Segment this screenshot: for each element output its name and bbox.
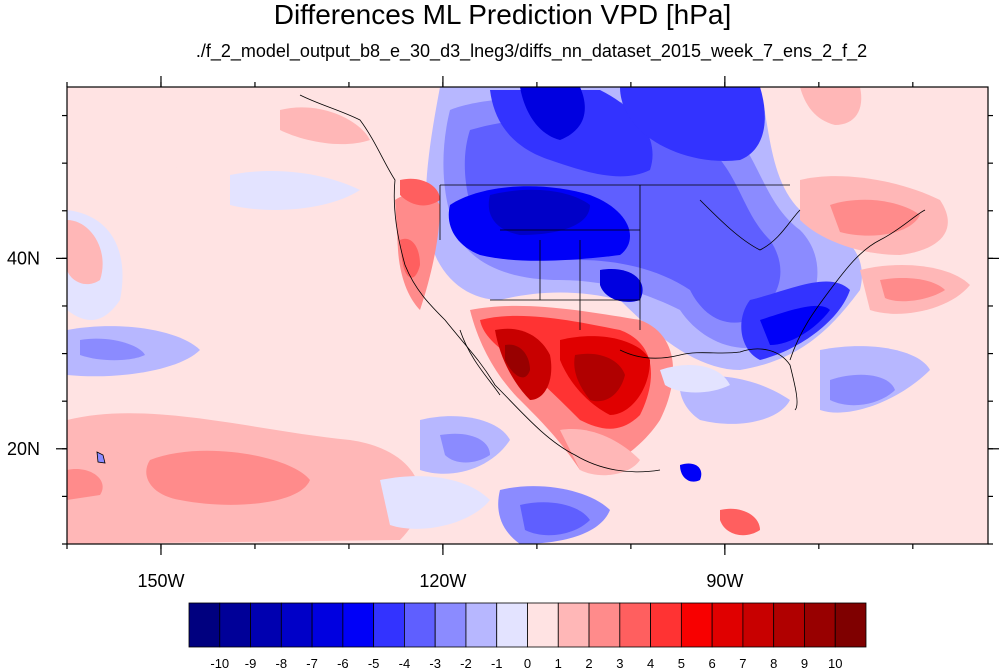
- colorbar-label: 4: [647, 656, 654, 671]
- lat-tick-label: 40N: [7, 248, 40, 268]
- colorbar-swatch: [373, 602, 405, 648]
- vpd-difference-field: [67, 87, 988, 544]
- colorbar-swatch: [834, 602, 867, 648]
- colorbar-labels: -10 -9 -8 -7 -6 -5 -4 -3 -2 -1 0 1 2 3 4 5 6 7 8 9 10: [210, 656, 842, 671]
- colorbar-swatch: [527, 602, 559, 648]
- colorbar-swatch: [711, 602, 744, 648]
- colorbar-label: -1: [491, 656, 503, 671]
- colorbar-label: 1: [555, 656, 562, 671]
- main-title: Differences ML Prediction VPD [hPa]: [273, 0, 732, 30]
- subtitle: ./f_2_model_output_b8_e_30_d3_lneg3/diff…: [195, 41, 868, 61]
- axis-ticks: [56, 76, 999, 555]
- colorbar-label: 3: [616, 656, 623, 671]
- colorbar-label: -10: [210, 656, 229, 671]
- colorbar-label: 8: [770, 656, 777, 671]
- colorbar-swatch: [557, 602, 590, 648]
- colorbar: [188, 602, 867, 648]
- colorbar-swatch: [465, 602, 498, 648]
- colorbar-swatch: [434, 602, 467, 648]
- colorbar-swatch: [280, 602, 313, 648]
- colorbar-label: -4: [399, 656, 411, 671]
- colorbar-swatch: [342, 602, 375, 648]
- colorbar-label: -6: [337, 656, 349, 671]
- colorbar-label: 9: [801, 656, 808, 671]
- lon-tick-label: 150W: [137, 571, 184, 591]
- map-frame: [66, 86, 989, 545]
- colorbar-swatch: [311, 602, 344, 648]
- colorbar-swatch: [619, 602, 651, 648]
- colorbar-label: 0: [524, 656, 531, 671]
- colorbar-label: -8: [276, 656, 288, 671]
- colorbar-swatch: [742, 602, 775, 648]
- axis-labels: 150W 120W 90W 20N 40N: [7, 248, 743, 591]
- colorbar-label: 7: [739, 656, 746, 671]
- colorbar-swatch: [404, 602, 436, 648]
- lon-tick-label: 90W: [706, 571, 743, 591]
- colorbar-swatch: [680, 602, 713, 648]
- colorbar-swatch: [250, 602, 282, 648]
- lat-tick-label: 20N: [7, 439, 40, 459]
- colorbar-label: 5: [678, 656, 685, 671]
- colorbar-swatch: [219, 602, 251, 648]
- colorbar-label: 10: [828, 656, 842, 671]
- colorbar-label: -5: [368, 656, 380, 671]
- lon-tick-label: 120W: [419, 571, 466, 591]
- colorbar-swatch: [804, 602, 836, 648]
- colorbar-label: -7: [306, 656, 318, 671]
- colorbar-label: 2: [585, 656, 592, 671]
- colorbar-label: 6: [709, 656, 716, 671]
- colorbar-swatch: [773, 602, 805, 648]
- colorbar-swatch: [650, 602, 682, 648]
- colorbar-label: -9: [245, 656, 257, 671]
- colorbar-swatch: [588, 602, 621, 648]
- colorbar-label: -2: [460, 656, 472, 671]
- colorbar-label: -3: [429, 656, 441, 671]
- colorbar-swatch: [188, 602, 221, 648]
- colorbar-swatch: [496, 602, 528, 648]
